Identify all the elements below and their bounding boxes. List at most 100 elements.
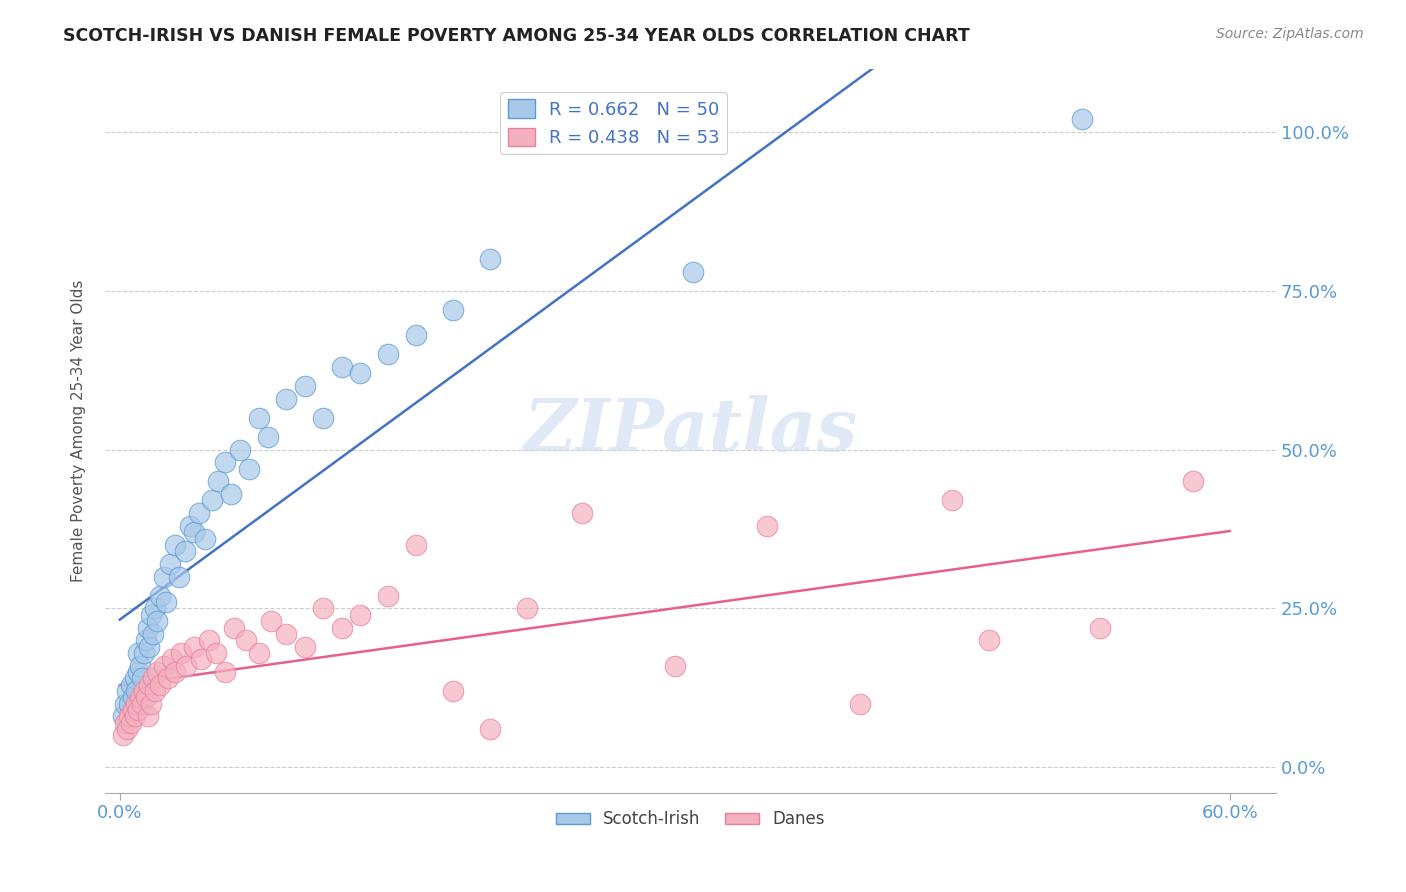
Point — [138, 640, 160, 654]
Point — [124, 671, 146, 685]
Point — [247, 410, 270, 425]
Point — [1181, 475, 1204, 489]
Point — [516, 601, 538, 615]
Point — [127, 703, 149, 717]
Point — [224, 620, 246, 634]
Point — [129, 690, 152, 705]
Point — [183, 640, 205, 654]
Point — [135, 690, 157, 705]
Point — [124, 709, 146, 723]
Point — [256, 430, 278, 444]
Point — [205, 646, 228, 660]
Point — [136, 709, 159, 723]
Point — [127, 646, 149, 660]
Point — [118, 697, 141, 711]
Point — [756, 519, 779, 533]
Point — [294, 640, 316, 654]
Point — [197, 633, 219, 648]
Point — [129, 658, 152, 673]
Point — [238, 461, 260, 475]
Point — [143, 684, 166, 698]
Point — [165, 665, 187, 679]
Text: ZIPatlas: ZIPatlas — [523, 395, 858, 467]
Point — [141, 697, 163, 711]
Point — [276, 627, 298, 641]
Point — [142, 671, 165, 685]
Point — [312, 410, 335, 425]
Point — [979, 633, 1001, 648]
Point — [131, 671, 153, 685]
Point — [167, 570, 190, 584]
Point — [114, 697, 136, 711]
Point — [312, 601, 335, 615]
Point — [160, 652, 183, 666]
Point — [142, 627, 165, 641]
Point — [349, 367, 371, 381]
Point — [120, 678, 142, 692]
Point — [173, 544, 195, 558]
Text: Source: ZipAtlas.com: Source: ZipAtlas.com — [1216, 27, 1364, 41]
Point — [179, 519, 201, 533]
Point — [201, 493, 224, 508]
Point — [112, 729, 135, 743]
Point — [118, 709, 141, 723]
Point — [214, 665, 236, 679]
Point — [131, 697, 153, 711]
Point — [235, 633, 257, 648]
Point — [682, 265, 704, 279]
Point — [146, 614, 169, 628]
Point — [153, 658, 176, 673]
Point — [1090, 620, 1112, 634]
Point — [112, 709, 135, 723]
Point — [153, 570, 176, 584]
Point — [176, 658, 198, 673]
Point — [219, 487, 242, 501]
Point — [260, 614, 283, 628]
Point — [377, 347, 399, 361]
Point — [405, 328, 427, 343]
Point — [1070, 112, 1092, 127]
Point — [132, 684, 155, 698]
Point — [229, 442, 252, 457]
Point — [125, 697, 148, 711]
Point — [138, 678, 160, 692]
Point — [190, 652, 212, 666]
Point — [149, 589, 172, 603]
Point — [405, 538, 427, 552]
Point — [330, 620, 353, 634]
Point — [441, 684, 464, 698]
Point — [183, 525, 205, 540]
Point — [478, 722, 501, 736]
Point — [330, 360, 353, 375]
Point — [664, 658, 686, 673]
Point — [121, 703, 143, 717]
Point — [114, 715, 136, 730]
Point — [159, 557, 181, 571]
Text: SCOTCH-IRISH VS DANISH FEMALE POVERTY AMONG 25-34 YEAR OLDS CORRELATION CHART: SCOTCH-IRISH VS DANISH FEMALE POVERTY AM… — [63, 27, 970, 45]
Point — [135, 633, 157, 648]
Point — [207, 475, 229, 489]
Point — [121, 690, 143, 705]
Point — [146, 665, 169, 679]
Point — [441, 302, 464, 317]
Point — [115, 722, 138, 736]
Point — [194, 532, 217, 546]
Point — [127, 665, 149, 679]
Point — [848, 697, 870, 711]
Point — [149, 678, 172, 692]
Point — [155, 595, 177, 609]
Point — [156, 671, 179, 685]
Y-axis label: Female Poverty Among 25-34 Year Olds: Female Poverty Among 25-34 Year Olds — [72, 279, 86, 582]
Point — [125, 684, 148, 698]
Point — [478, 252, 501, 266]
Point — [136, 620, 159, 634]
Point — [188, 506, 211, 520]
Point — [294, 379, 316, 393]
Point — [377, 589, 399, 603]
Point — [571, 506, 593, 520]
Point — [247, 646, 270, 660]
Point — [214, 455, 236, 469]
Point — [132, 646, 155, 660]
Point — [349, 607, 371, 622]
Point — [143, 601, 166, 615]
